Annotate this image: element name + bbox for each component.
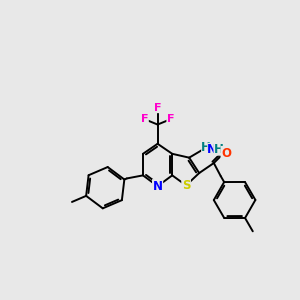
Text: F: F [167,114,174,124]
Text: N: N [207,143,217,156]
Text: N: N [153,180,163,193]
Text: F: F [154,103,161,112]
Text: F: F [141,114,148,124]
Text: S: S [182,179,190,192]
Text: O: O [221,146,231,160]
Text: H: H [214,143,224,156]
Text: H: H [201,141,211,154]
